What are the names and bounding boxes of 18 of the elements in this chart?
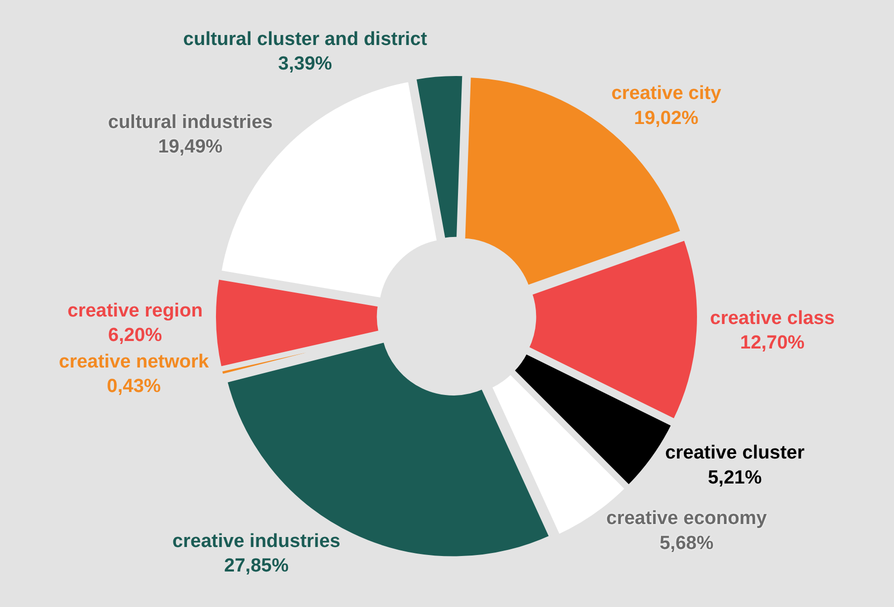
data-label: 6,20% bbox=[108, 324, 162, 346]
slice-label: cultural cluster and district bbox=[183, 29, 428, 50]
slice-label: cultural industries bbox=[108, 112, 273, 133]
slice-label: creative economy bbox=[606, 508, 768, 530]
data-label: 19,02% bbox=[634, 108, 699, 129]
data-label: 5,68% bbox=[660, 532, 714, 554]
slice-label: creative city bbox=[611, 83, 722, 104]
data-label: 12,70% bbox=[740, 332, 805, 354]
slice-label: creative network bbox=[58, 351, 210, 372]
data-label: 19,49% bbox=[158, 136, 223, 158]
slice-label: creative cluster bbox=[665, 442, 806, 464]
slice-label: creative industries bbox=[172, 530, 340, 552]
data-label: 5,21% bbox=[708, 467, 762, 488]
data-label: 0,43% bbox=[106, 376, 161, 398]
slice-label: creative class bbox=[710, 308, 835, 329]
data-label: 27,85% bbox=[224, 556, 289, 577]
data-label: 3,39% bbox=[278, 54, 332, 75]
slice-label: creative region bbox=[67, 300, 203, 322]
